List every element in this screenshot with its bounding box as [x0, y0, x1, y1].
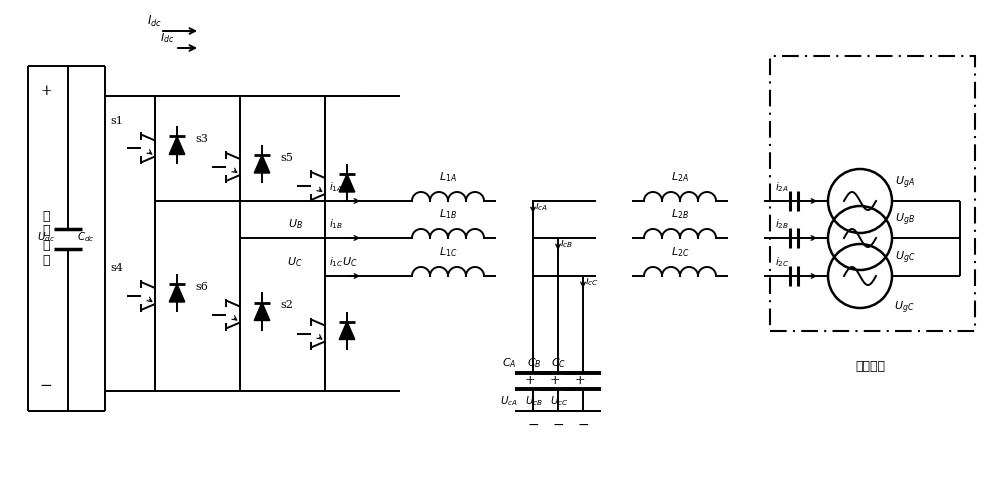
Polygon shape [339, 174, 355, 192]
Text: −: − [552, 418, 564, 432]
Text: $L_{1C}$: $L_{1C}$ [439, 245, 457, 259]
Text: $C_{dc}$: $C_{dc}$ [77, 230, 95, 244]
Text: 流: 流 [42, 225, 50, 238]
Text: 网: 网 [42, 255, 50, 267]
Text: +: + [525, 375, 535, 387]
Text: $i_{cC}$: $i_{cC}$ [585, 274, 599, 288]
Text: $U_C$: $U_C$ [342, 255, 358, 269]
Text: $I_{dc}$: $I_{dc}$ [147, 14, 163, 29]
Text: 直: 直 [42, 209, 50, 223]
Text: $U_{gA}$: $U_{gA}$ [895, 175, 915, 191]
Text: $U_C$: $U_C$ [287, 255, 303, 269]
Text: $U_B$: $U_B$ [288, 217, 302, 231]
Text: $L_{1B}$: $L_{1B}$ [439, 207, 457, 221]
Text: $i_{2A}$: $i_{2A}$ [775, 180, 789, 194]
Polygon shape [254, 155, 270, 173]
Polygon shape [169, 284, 185, 302]
Text: $i_{1C}$: $i_{1C}$ [329, 255, 343, 269]
Text: −: − [577, 418, 589, 432]
Text: s2: s2 [281, 300, 293, 311]
Text: $U_{gC}$: $U_{gC}$ [894, 300, 914, 316]
Text: $i_{2B}$: $i_{2B}$ [775, 217, 789, 231]
Text: +: + [550, 375, 560, 387]
Text: $i_{1B}$: $i_{1B}$ [329, 217, 343, 231]
Text: 子: 子 [42, 240, 50, 253]
Text: $i_{cB}$: $i_{cB}$ [560, 236, 573, 250]
Text: $L_{2A}$: $L_{2A}$ [671, 170, 689, 184]
Text: $i_{1A}$: $i_{1A}$ [329, 180, 343, 194]
Text: s5: s5 [281, 153, 293, 163]
Bar [770, 56, 975, 331]
Text: s1: s1 [111, 116, 123, 125]
Text: 交流子网: 交流子网 [855, 360, 885, 372]
Text: $I_{dc}$: $I_{dc}$ [160, 31, 174, 45]
Text: $L_{2C}$: $L_{2C}$ [671, 245, 689, 259]
Text: $U_{gC}$: $U_{gC}$ [895, 250, 915, 266]
Text: $L_{1A}$: $L_{1A}$ [439, 170, 457, 184]
Text: s4: s4 [111, 263, 123, 273]
Text: $U_{gB}$: $U_{gB}$ [895, 212, 915, 228]
Text: −: − [527, 418, 539, 432]
Polygon shape [254, 302, 270, 320]
Text: s6: s6 [196, 281, 208, 292]
Text: −: − [40, 379, 52, 393]
Text: $U_{cC}$: $U_{cC}$ [550, 394, 568, 408]
Text: +: + [40, 84, 52, 98]
Text: s3: s3 [196, 134, 208, 144]
Polygon shape [169, 137, 185, 155]
Text: $U_{cA}$: $U_{cA}$ [500, 394, 518, 408]
Text: $i_{2C}$: $i_{2C}$ [775, 255, 789, 269]
Text: $L_{2B}$: $L_{2B}$ [671, 207, 689, 221]
Text: $i_{cA}$: $i_{cA}$ [535, 199, 548, 213]
Text: $C_C$: $C_C$ [551, 356, 567, 370]
Text: $U_{dc}$: $U_{dc}$ [37, 230, 55, 244]
Text: $C_A$: $C_A$ [502, 356, 516, 370]
Polygon shape [339, 322, 355, 340]
Text: +: + [575, 375, 585, 387]
Text: $C_B$: $C_B$ [527, 356, 541, 370]
Text: $U_{cB}$: $U_{cB}$ [525, 394, 543, 408]
